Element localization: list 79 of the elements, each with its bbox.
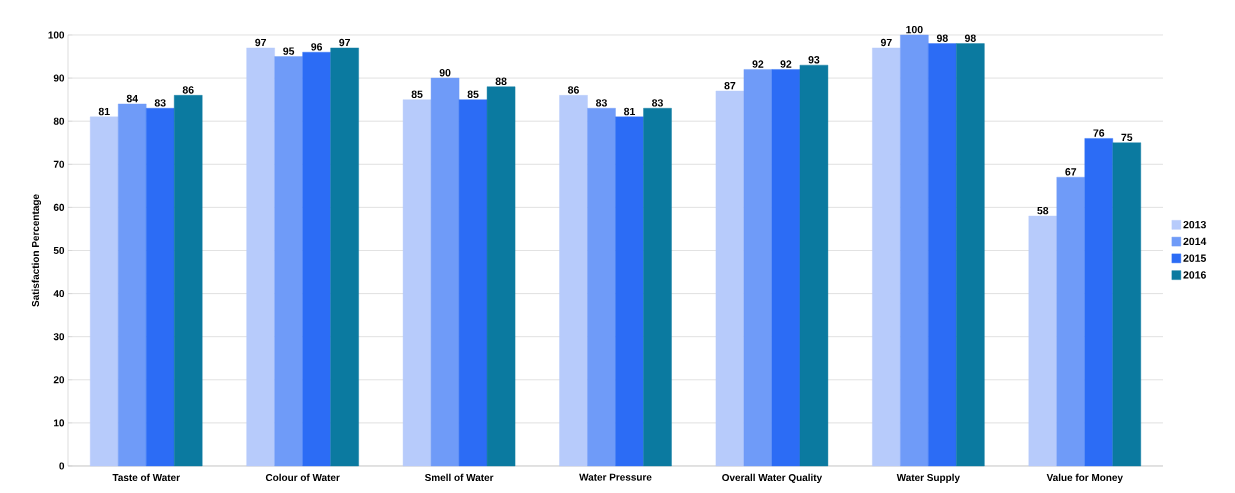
data-label: 81 [624, 107, 636, 116]
bar [274, 56, 303, 467]
data-label: 86 [568, 86, 579, 94]
data-label: 95 [283, 47, 295, 55]
bar [1112, 142, 1141, 467]
bar [174, 95, 203, 467]
y-tick-label: 10 [54, 419, 65, 427]
data-label: 92 [752, 60, 764, 68]
data-label: 96 [311, 43, 323, 51]
data-label: 83 [652, 99, 663, 107]
data-label: 83 [154, 99, 166, 107]
x-tick-label: Taste of Water [112, 473, 180, 482]
x-tick-label: Value for Money [1046, 473, 1123, 484]
y-tick-label: 50 [53, 246, 65, 255]
y-tick-label: 0 [59, 462, 65, 470]
data-label: 97 [880, 38, 892, 47]
bar [330, 47, 359, 467]
bar [771, 69, 801, 467]
data-label: 84 [126, 94, 138, 103]
y-tick-label: 70 [53, 160, 65, 168]
bar [302, 52, 331, 467]
bar [90, 116, 119, 467]
y-tick-label: 30 [53, 333, 65, 341]
y-tick-label: 60 [53, 203, 65, 211]
bar [643, 108, 672, 467]
y-tick-label: 20 [53, 376, 65, 384]
y-tick-label: 40 [53, 290, 65, 298]
bar [246, 47, 275, 467]
x-tick-label: Overall Water Quality [722, 473, 823, 484]
data-label: 76 [1093, 129, 1105, 137]
bar [486, 86, 516, 467]
data-label: 98 [964, 34, 976, 42]
bar [1084, 138, 1113, 467]
x-tick-label: Water Pressure [579, 473, 652, 481]
bar [799, 64, 829, 467]
bar [587, 108, 616, 467]
bar [615, 116, 644, 467]
data-label: 93 [808, 56, 820, 64]
bar [1056, 177, 1085, 467]
x-tick-label: Colour of Water [265, 473, 340, 482]
data-label: 98 [936, 34, 948, 42]
bar [900, 34, 929, 467]
data-label: 67 [1065, 168, 1077, 176]
data-label: 90 [439, 68, 451, 77]
data-label: 86 [182, 86, 194, 94]
data-label: 97 [339, 38, 351, 47]
data-label: 58 [1037, 206, 1049, 215]
data-label: 88 [495, 77, 507, 86]
bar [430, 77, 460, 467]
data-label: 85 [467, 90, 479, 98]
bar [928, 43, 957, 467]
x-tick-label: Smell of Water [424, 473, 494, 482]
y-tick-label: 80 [53, 117, 65, 125]
data-label: 81 [98, 107, 110, 116]
y-tick-label: 90 [53, 74, 65, 82]
legend-label: 2016 [1183, 271, 1206, 279]
data-label: 75 [1121, 133, 1133, 142]
data-label: 92 [780, 60, 792, 68]
bar [1028, 215, 1057, 467]
bar [559, 95, 588, 467]
data-label: 87 [724, 81, 736, 90]
bar [715, 90, 745, 467]
bar [872, 47, 901, 467]
bar [458, 99, 488, 467]
data-label: 83 [596, 99, 607, 107]
data-label: 85 [411, 90, 423, 98]
bar [118, 103, 147, 467]
bar [146, 108, 175, 467]
y-tick-label: 100 [48, 31, 65, 39]
bar [956, 43, 985, 467]
legend-label: 2015 [1183, 254, 1207, 262]
y-axis-title: Satisfaction Percentage [31, 194, 42, 307]
bar [402, 99, 432, 467]
data-label: 97 [255, 38, 267, 47]
x-tick-label: Water Supply [896, 473, 960, 484]
legend-label: 2014 [1183, 237, 1207, 246]
legend-label: 2013 [1183, 220, 1206, 229]
data-label: 100 [906, 25, 923, 34]
bar [743, 69, 773, 467]
